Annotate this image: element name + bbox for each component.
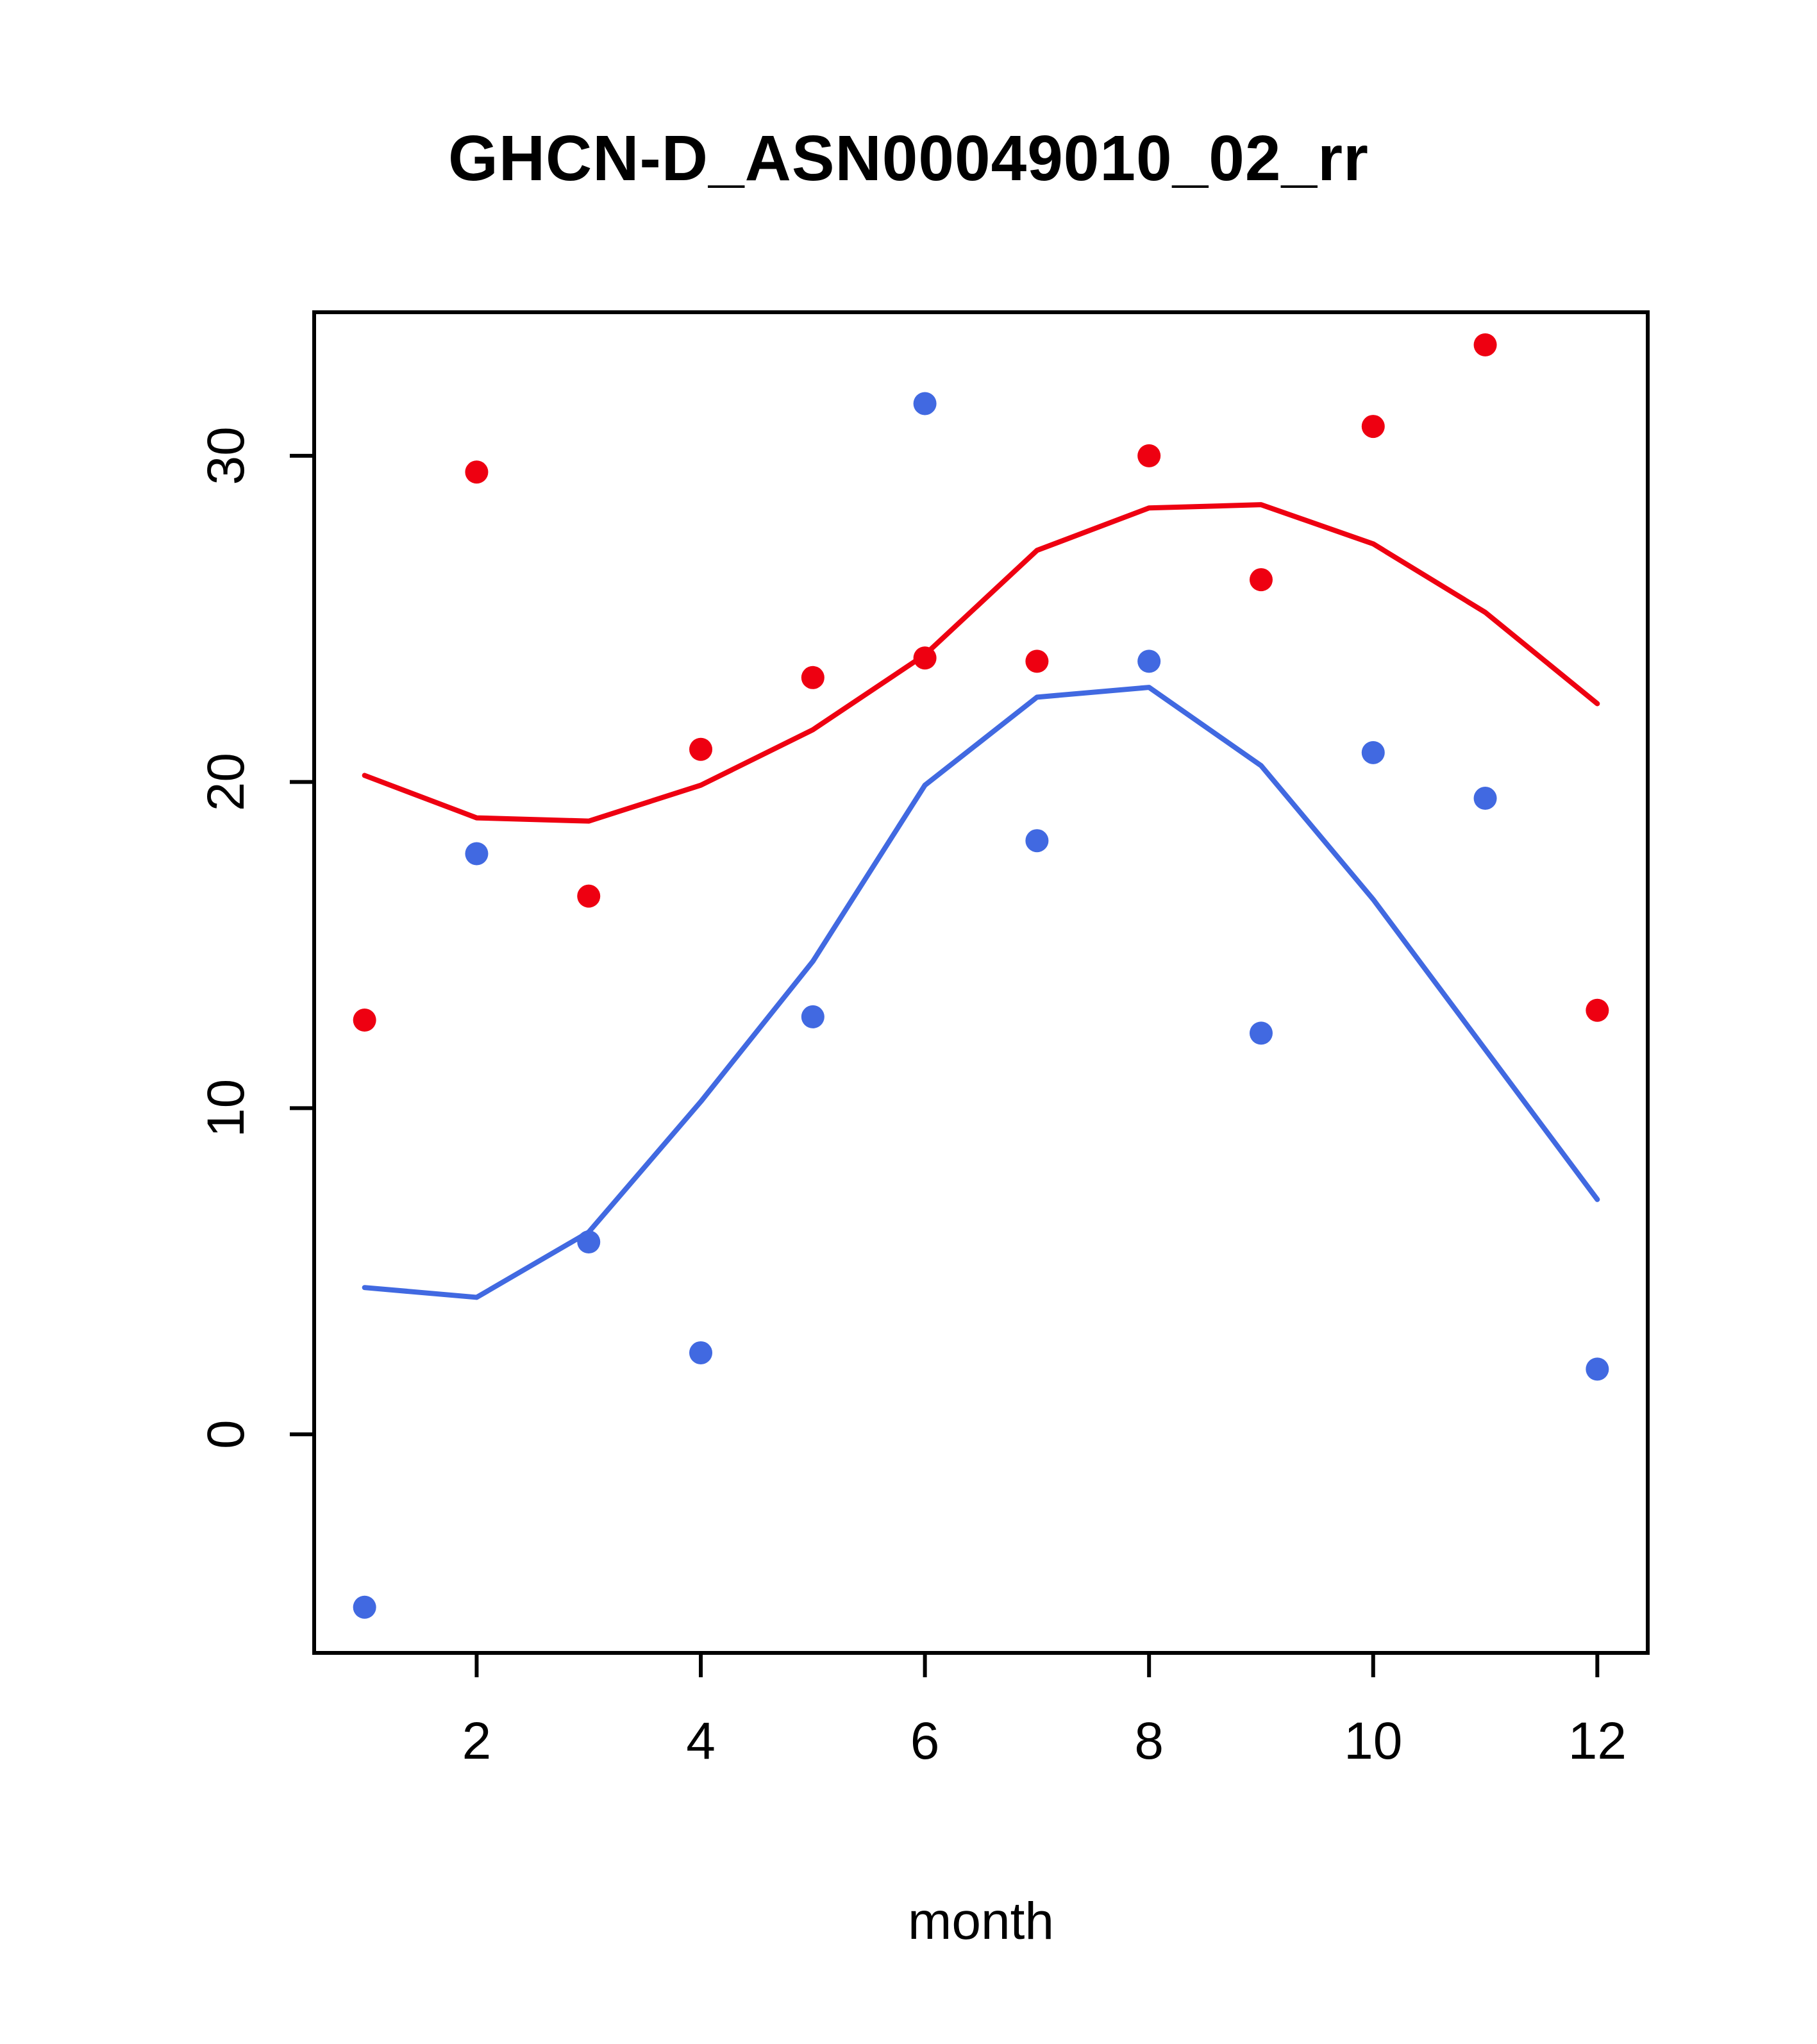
- red-point: [353, 1009, 376, 1032]
- blue-point: [1361, 741, 1385, 764]
- blue-point: [1473, 787, 1497, 810]
- blue-point: [913, 392, 937, 415]
- x-tick-label: 8: [1134, 1712, 1164, 1770]
- blue-point: [577, 1230, 601, 1253]
- blue-point: [1025, 829, 1049, 853]
- x-tick-label: 12: [1568, 1712, 1627, 1770]
- x-tick-label: 6: [910, 1712, 940, 1770]
- blue-point: [689, 1341, 713, 1364]
- red-point: [689, 737, 713, 761]
- blue-point: [1249, 1021, 1273, 1045]
- y-tick-label: 30: [197, 426, 255, 485]
- blue-point: [1137, 649, 1161, 673]
- blue-point: [1586, 1357, 1609, 1381]
- red-point: [913, 646, 937, 670]
- red-point: [577, 884, 601, 908]
- red-trend-line: [362, 502, 1600, 824]
- x-tick-label: 10: [1344, 1712, 1402, 1770]
- blue-point: [353, 1595, 376, 1619]
- y-tick-label: 10: [197, 1079, 255, 1137]
- red-point: [1249, 568, 1273, 592]
- red-point: [1361, 415, 1385, 439]
- x-tick-label: 4: [686, 1712, 716, 1770]
- x-axis-title: month: [908, 1892, 1054, 1950]
- y-tick-label: 20: [197, 753, 255, 811]
- plot-frame: [312, 310, 1650, 1655]
- blue-point: [465, 842, 489, 866]
- x-tick-label: 2: [462, 1712, 492, 1770]
- red-point: [1473, 333, 1497, 356]
- y-tick-label: 0: [197, 1420, 255, 1449]
- red-point: [1137, 444, 1161, 467]
- red-point: [1586, 998, 1609, 1022]
- red-point: [1025, 649, 1049, 673]
- red-point: [465, 460, 489, 484]
- blue-point: [801, 1005, 825, 1028]
- red-point: [801, 666, 825, 689]
- blue-trend-line: [362, 685, 1600, 1300]
- chart-title: GHCN-D_ASN00049010_02_rr: [448, 122, 1369, 194]
